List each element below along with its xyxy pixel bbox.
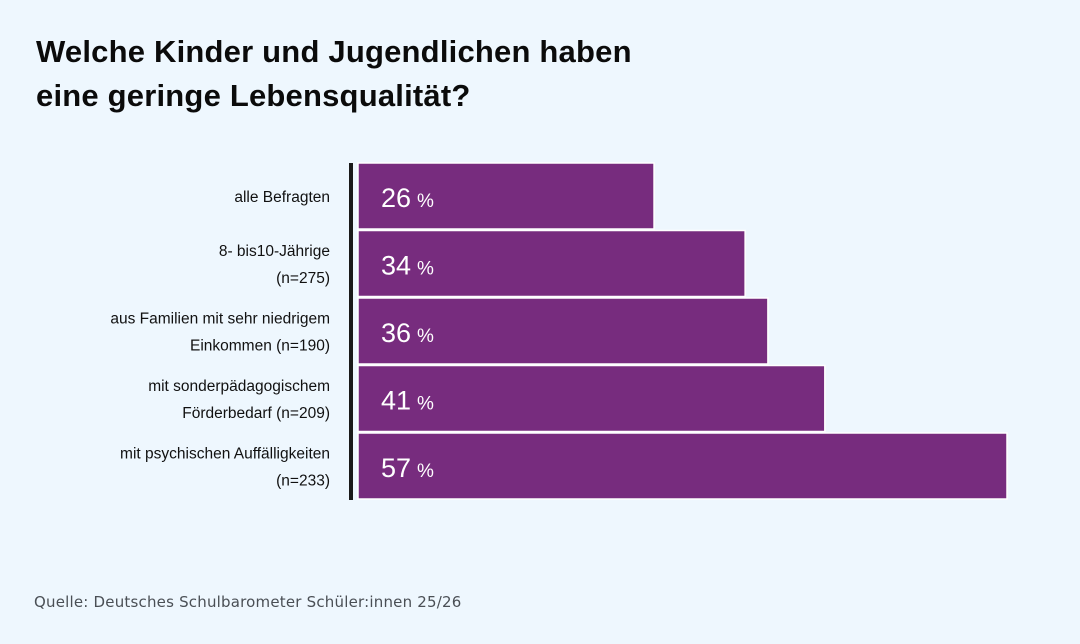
bar-value-label-1: 34% xyxy=(381,251,434,281)
bar-1 xyxy=(357,229,746,298)
bar-value-label-0: 26% xyxy=(381,183,434,213)
bar-2 xyxy=(357,297,769,365)
category-label-4-0: mit psychischen Auffälligkeiten xyxy=(120,446,330,463)
category-label-1-0: 8- bis10-Jährige xyxy=(219,243,330,260)
chart-title-line-1: Welche Kinder und Jugendlichen haben xyxy=(36,34,632,69)
source-note: Quelle: Deutsches Schulbarometer Schüler… xyxy=(34,593,462,611)
category-label-2-1: Einkommen (n=190) xyxy=(190,338,330,355)
bar-value-label-2: 36% xyxy=(381,318,434,348)
chart-title-line-2: eine geringe Lebensqualität? xyxy=(36,78,471,113)
category-label-3-1: Förderbedarf (n=209) xyxy=(182,405,330,422)
category-label-2-0: aus Familien mit sehr niedrigem xyxy=(110,311,330,328)
bar-0 xyxy=(357,162,655,230)
bar-4 xyxy=(357,432,1008,500)
category-label-3-0: mit sonderpädagogischem xyxy=(148,378,330,395)
chart-title: Welche Kinder und Jugendlichen haben ein… xyxy=(36,30,796,118)
category-label-4-1: (n=233) xyxy=(276,473,330,490)
bar-value-label-3: 41% xyxy=(381,386,434,416)
bar-3 xyxy=(357,364,826,433)
y-axis-line xyxy=(349,163,353,500)
category-label-1-1: (n=275) xyxy=(276,270,330,287)
bar-value-label-4: 57% xyxy=(381,453,434,483)
category-label-0-0: alle Befragten xyxy=(234,189,330,206)
